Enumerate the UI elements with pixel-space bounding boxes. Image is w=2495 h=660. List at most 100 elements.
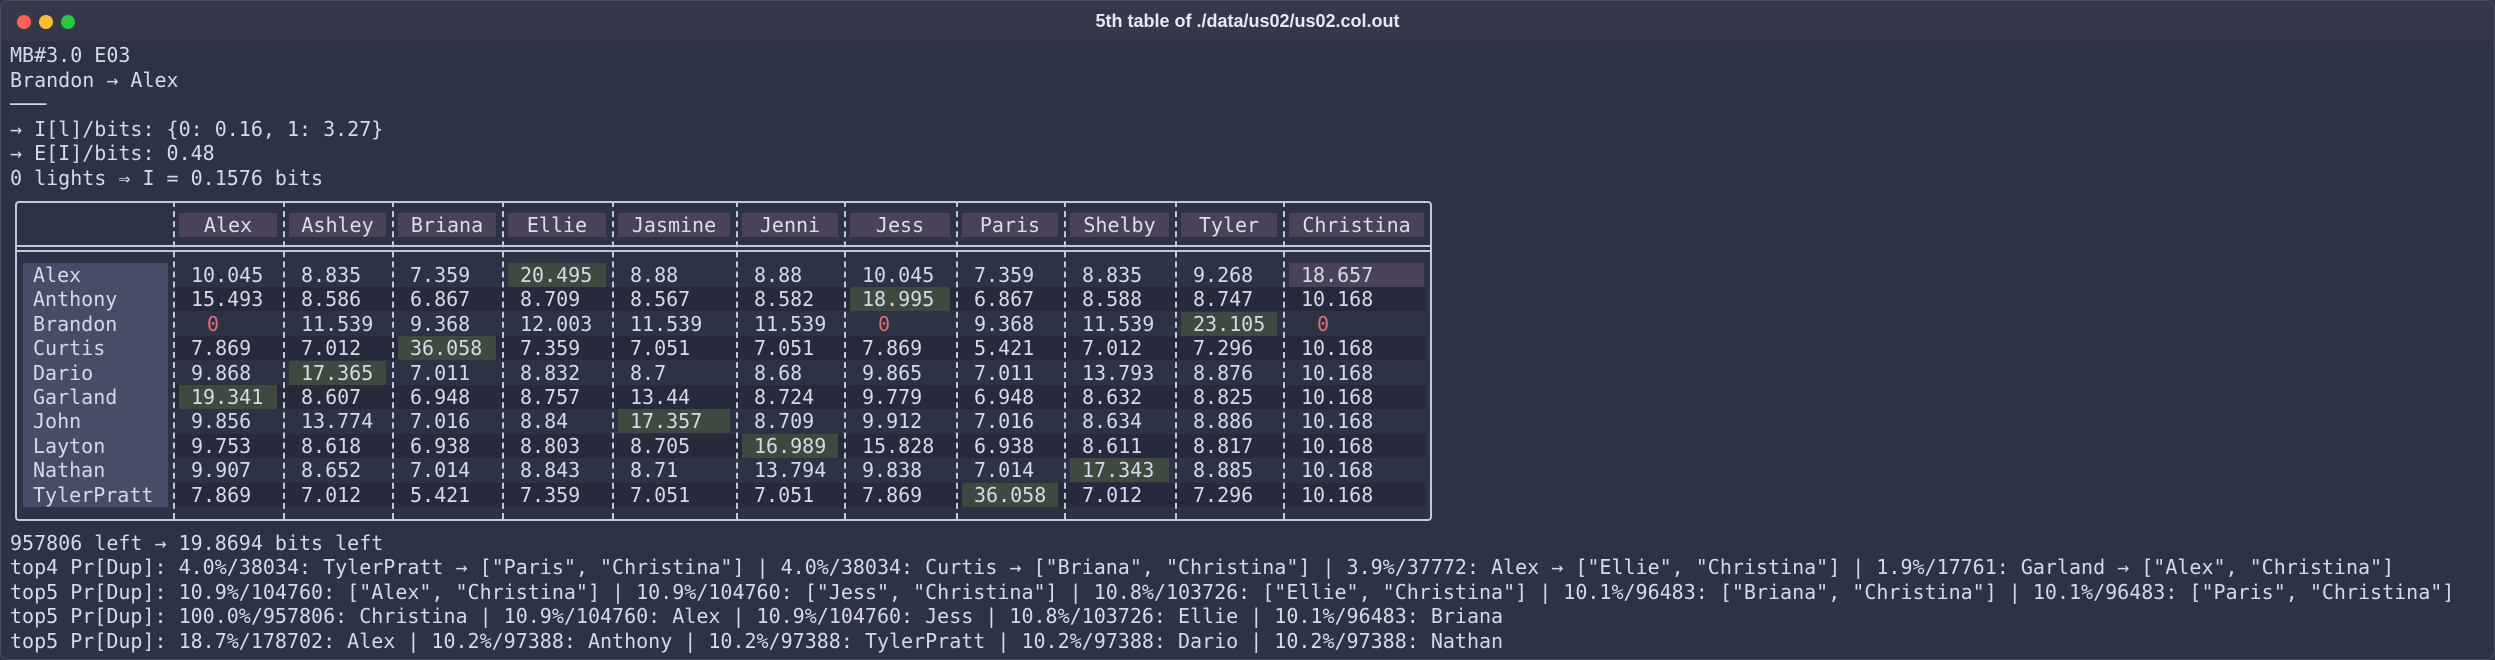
zoom-button[interactable]: [61, 15, 75, 29]
table-cell: 9.865: [862, 360, 923, 385]
cell-highlight: [179, 385, 277, 409]
table-cell: 36.058: [974, 482, 1047, 507]
minimize-button[interactable]: [39, 15, 53, 29]
table-cell: 10.168: [1301, 482, 1374, 507]
row-label: Nathan: [33, 458, 106, 483]
table-cell: 8.709: [754, 409, 815, 434]
table-cell: 10.168: [1301, 360, 1374, 385]
header-line: ───: [10, 92, 47, 116]
table-cell: 6.867: [974, 287, 1035, 312]
column-separator: [612, 201, 614, 519]
header-line: MB#3.0 E03: [10, 43, 131, 67]
row-name-block: [23, 263, 168, 507]
row-label: Anthony: [33, 287, 118, 312]
table-cell: 6.867: [410, 287, 471, 312]
table-cell: 8.84: [520, 409, 569, 434]
column-header: Alex: [179, 213, 277, 237]
column-separator: [1064, 201, 1066, 519]
table-cell: 7.869: [862, 336, 923, 361]
table-cell: 8.652: [301, 458, 362, 483]
table-cell: 11.539: [301, 311, 374, 336]
table-cell: 8.835: [1082, 263, 1143, 287]
row-label: Curtis: [33, 336, 106, 361]
table-cell: 8.817: [1193, 433, 1254, 458]
table-cell: 7.016: [974, 409, 1035, 434]
table-cell: 7.359: [410, 263, 471, 287]
table-cell: 8.757: [520, 385, 581, 409]
table-cell: 15.828: [862, 433, 935, 458]
table-cell: 8.88: [754, 263, 803, 287]
table-cell: 8.582: [754, 287, 815, 312]
table-cell: 16.989: [754, 433, 827, 458]
table-cell: 9.368: [410, 311, 471, 336]
table-cell: 15.493: [191, 287, 264, 312]
cell-highlight: [398, 336, 496, 361]
table-cell: 8.588: [1082, 287, 1143, 312]
cell-highlight: [1181, 311, 1277, 336]
table-cell: 36.058: [410, 336, 483, 361]
table-cell: 8.567: [630, 287, 691, 312]
cell-highlight: [742, 433, 838, 458]
column-separator: [956, 201, 958, 519]
table-cell: 9.907: [191, 458, 252, 483]
table-cell: 6.938: [974, 433, 1035, 458]
table-cell: 13.774: [301, 409, 374, 434]
cell-highlight: [850, 287, 950, 312]
header-line: 0 lights ⇒ I = 0.1576 bits: [10, 165, 324, 190]
footer-line: top5 Pr[Dup]: 100.0%/957806: Christina |…: [10, 604, 1504, 629]
table-cell: 8.634: [1082, 409, 1143, 434]
table-cell: 7.014: [974, 458, 1035, 483]
table-cell: 6.938: [410, 433, 471, 458]
table-cell: 0: [1317, 311, 1330, 336]
table-cell: 7.011: [410, 360, 471, 385]
title-bar: 5th table of ./data/us02/us02.col.out: [1, 1, 2494, 41]
column-separator: [1283, 201, 1285, 519]
table-cell: 7.359: [520, 336, 581, 361]
table-cell: 7.012: [301, 482, 362, 507]
table-cell: 7.051: [754, 482, 815, 507]
row-stripe: [175, 385, 1426, 409]
table-cell: 10.045: [191, 263, 264, 287]
header-line: → E[I]/bits: 0.48: [10, 141, 215, 165]
footer-line: 957806 left → 19.8694 bits left: [10, 531, 384, 555]
table-cell: 13.44: [630, 385, 691, 409]
header-line: Brandon → Alex: [10, 67, 179, 92]
table-cell: 7.051: [630, 482, 691, 507]
table-cell: 5.421: [410, 482, 471, 507]
cell-highlight: [1289, 263, 1424, 287]
table-cell: 8.832: [520, 360, 581, 385]
table-cell: 8.885: [1193, 458, 1254, 483]
table-cell: 8.835: [301, 263, 362, 287]
table-cell: 17.343: [1082, 458, 1155, 483]
header-line: → I[l]/bits: {0: 0.16, 1: 3.27}: [10, 116, 384, 141]
table-cell: 10.168: [1301, 385, 1374, 409]
table-cell: 8.71: [630, 458, 679, 483]
row-label: Brandon: [33, 311, 118, 336]
close-button[interactable]: [17, 15, 31, 29]
table-cell: 8.618: [301, 433, 362, 458]
table-cell: 19.341: [191, 385, 264, 409]
table-cell: 7.012: [1082, 336, 1143, 361]
table-cell: 23.105: [1193, 311, 1266, 336]
table-cell: 7.011: [974, 360, 1035, 385]
column-header: Jenni: [742, 213, 838, 237]
table-cell: 11.539: [754, 311, 827, 336]
table-cell: 8.825: [1193, 385, 1254, 409]
table-cell: 9.268: [1193, 263, 1254, 287]
cell-highlight: [508, 263, 606, 287]
table-cell: 8.607: [301, 385, 362, 409]
table-cell: 8.876: [1193, 360, 1254, 385]
table-cell: 12.003: [520, 311, 593, 336]
table-cell: 10.168: [1301, 287, 1374, 312]
row-stripe: [175, 482, 1426, 507]
cell-highlight: [618, 409, 730, 434]
column-header: Paris: [962, 213, 1058, 237]
row-label: Layton: [33, 433, 106, 458]
table-cell: 13.794: [754, 458, 827, 483]
row-label: Garland: [33, 385, 118, 409]
table-cell: 10.168: [1301, 336, 1374, 361]
table-cell: 9.912: [862, 409, 923, 434]
table-cell: 9.779: [862, 385, 923, 409]
column-header: Christina: [1289, 213, 1424, 237]
